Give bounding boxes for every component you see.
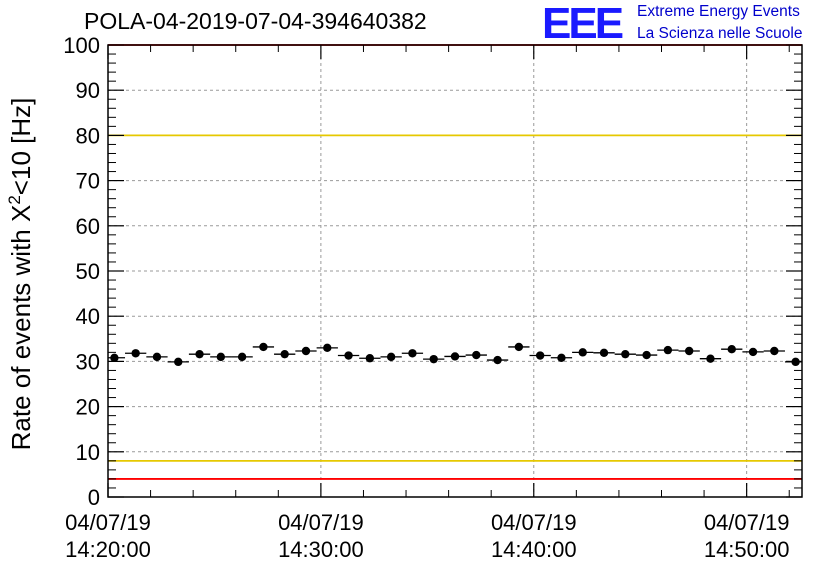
data-point [344, 351, 353, 360]
data-point [642, 350, 651, 360]
data-point [599, 348, 609, 358]
y-tick-label: 90 [76, 78, 100, 103]
axis-ticks [107, 44, 802, 498]
x-tick-time: 14:20:00 [65, 537, 151, 562]
data-point [323, 343, 332, 353]
reference-lines [108, 44, 802, 480]
data-point [493, 355, 502, 365]
x-tick-date: 04/07/19 [278, 510, 364, 535]
y-tick-label: 10 [76, 440, 100, 465]
tick-labels: 010203040506070809010004/07/1914:20:0004… [63, 33, 789, 562]
data-point [684, 346, 694, 356]
data-point [131, 349, 140, 358]
x-tick-date: 04/07/19 [491, 510, 577, 535]
data-points [108, 342, 802, 367]
grid-lines [108, 45, 802, 497]
data-point [727, 344, 736, 354]
data-point [450, 352, 460, 361]
y-tick-label: 40 [76, 304, 100, 329]
logo-line-1: Extreme Energy Events [637, 3, 800, 20]
x-tick-date: 04/07/19 [704, 510, 790, 535]
data-point [706, 354, 715, 363]
data-point [259, 342, 268, 352]
y-tick-label: 70 [76, 169, 100, 194]
chart-title: POLA-04-2019-07-04-394640382 [84, 8, 427, 34]
data-point [578, 348, 587, 357]
y-tick-label: 60 [76, 214, 100, 239]
data-point [748, 347, 758, 357]
y-tick-label: 50 [76, 259, 100, 284]
y-tick-label: 30 [76, 349, 100, 374]
data-point [535, 351, 545, 360]
data-point [621, 349, 630, 359]
eee-logo: EEE [542, 0, 624, 48]
data-point [429, 354, 438, 364]
data-point [216, 352, 226, 362]
data-point [514, 342, 524, 352]
data-point [770, 346, 779, 356]
x-tick-date: 04/07/19 [65, 510, 151, 535]
y-tick-label: 80 [76, 123, 100, 148]
data-point [663, 345, 673, 355]
data-point [386, 352, 396, 362]
data-point [301, 346, 311, 356]
data-point [557, 353, 566, 362]
data-point [472, 350, 481, 360]
logo-line-2: La Scienza nelle Scuole [637, 25, 803, 42]
x-tick-time: 14:40:00 [491, 537, 577, 562]
data-point [365, 354, 375, 363]
x-tick-time: 14:50:00 [704, 537, 790, 562]
y-tick-label: 20 [76, 395, 100, 420]
data-point [237, 352, 247, 362]
data-point [195, 349, 204, 359]
y-tick-label: 100 [63, 33, 100, 58]
y-tick-label: 0 [88, 485, 100, 510]
data-point [174, 357, 183, 367]
data-point [110, 353, 119, 362]
data-point [280, 349, 289, 359]
data-point [152, 352, 162, 362]
x-tick-time: 14:30:00 [278, 537, 364, 562]
data-point [408, 349, 417, 358]
y-axis-label: Rate of events with X2<10 [Hz] [5, 98, 36, 451]
